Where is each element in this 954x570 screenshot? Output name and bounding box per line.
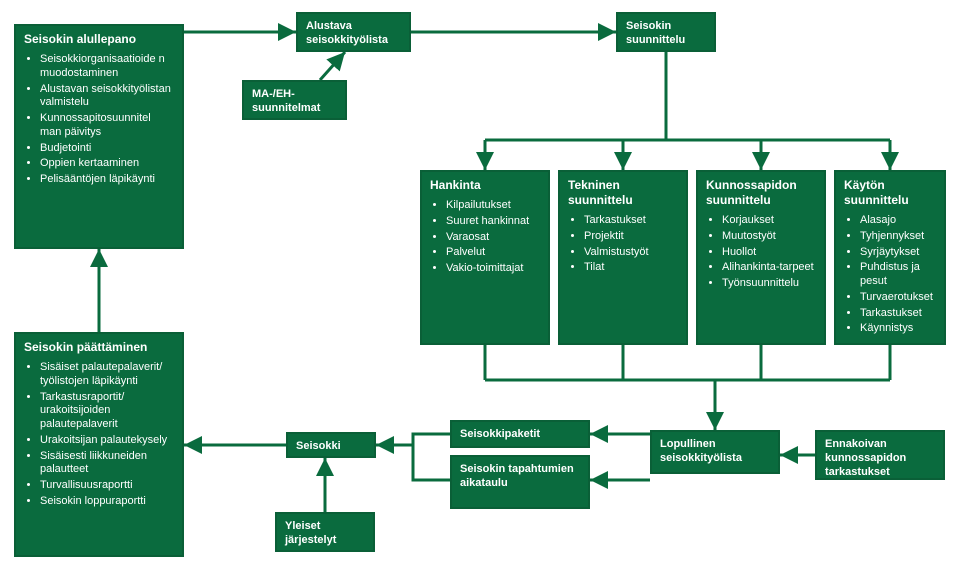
node-paattaminen: Seisokin päättäminen Sisäiset palautepala… — [14, 332, 184, 557]
edge-2 — [320, 52, 345, 80]
node-plan-title: Seisokin suunnittelu — [626, 20, 706, 48]
node-start-item: Alustavan seisokkityölistan valmistelu — [40, 83, 174, 111]
node-tekninen-items: Tarkastukset Projektit ValmistustyötTilat — [568, 214, 678, 275]
node-kunnossa-title: Kunnossapidon suunnittelu — [706, 178, 816, 208]
node-tarkastukset-title: Ennakoivan kunnossapidon tarkastukset — [825, 438, 935, 479]
node-kaytto-item: Turvaerotukset — [860, 291, 936, 305]
node-hankinta-item: Kilpailutukset — [446, 199, 540, 213]
node-tekninen-item: Projektit — [584, 230, 678, 244]
node-paattaminen-item: Turvallisuusraportti — [40, 479, 174, 493]
node-yleiset-title: Yleiset järjestelyt — [285, 520, 365, 548]
node-prelim-title: Alustava seisokkityölista — [306, 20, 401, 48]
node-kaytto-items: Alasajo Tyhjennykset SyrjäytyksetPuhdistus… — [844, 214, 936, 336]
edge-19 — [413, 445, 450, 480]
node-hankinta-item: Varaosat — [446, 231, 540, 245]
node-lopullinen-title: Lopullinen seisokkityölista — [660, 438, 770, 466]
node-paketit-title: Seisokkipaketit — [460, 428, 580, 442]
node-tekninen-title: Tekninen suunnittelu — [568, 178, 678, 208]
node-kaytto-item: Alasajo — [860, 214, 936, 228]
node-kunnossa-item: Alihankinta-tarpeet — [722, 261, 816, 275]
node-hankinta-title: Hankinta — [430, 178, 540, 193]
node-start-item: Budjetointi — [40, 142, 174, 156]
node-kunnossa-item: Työnsuunnittelu — [722, 277, 816, 291]
node-hankinta-items: Kilpailutukset Suuret hankinnat VaraosatPa… — [430, 199, 540, 276]
node-yleiset: Yleiset järjestelyt — [275, 512, 375, 552]
node-paattaminen-item: Sisäisesti liikkuneiden palautteet — [40, 450, 174, 478]
node-kaytto: Käytön suunnittelu Alasajo Tyhjennykset Syr… — [834, 170, 946, 345]
node-seisokki-title: Seisokki — [296, 440, 366, 454]
node-kaytto-item: Käynnistys — [860, 322, 936, 336]
node-start-items: Seisokkiorganisaatioide n muodostaminenA… — [24, 53, 174, 187]
node-hankinta-item: Vakio-toimittajat — [446, 262, 540, 276]
node-hankinta-item: Palvelut — [446, 246, 540, 260]
node-maeh-title: MA-/EH-suunnitelmat — [252, 88, 337, 116]
node-kunnossa-items: Korjaukset Muutostyöt HuollotAlihankinta-t… — [706, 214, 816, 291]
node-tekninen-item: Tarkastukset — [584, 214, 678, 228]
node-lopullinen: Lopullinen seisokkityölista — [650, 430, 780, 474]
node-start-item: Pelisääntöjen läpikäynti — [40, 173, 174, 187]
edge-18 — [376, 434, 450, 445]
node-kaytto-item: Syrjäytykset — [860, 246, 936, 260]
node-aikataulu: Seisokin tapahtumien aikataulu — [450, 455, 590, 509]
node-kunnossa-item: Korjaukset — [722, 214, 816, 228]
node-kaytto-item: Tyhjennykset — [860, 230, 936, 244]
node-paattaminen-items: Sisäiset palautepalaverit/ työlistojen l… — [24, 361, 174, 509]
node-hankinta-item: Suuret hankinnat — [446, 215, 540, 229]
node-plan: Seisokin suunnittelu — [616, 12, 716, 52]
node-kunnossa-item: Muutostyöt — [722, 230, 816, 244]
node-seisokki: Seisokki — [286, 432, 376, 458]
node-tekninen-item: Tilat — [584, 261, 678, 275]
node-start: Seisokin alullepano Seisokkiorganisaatioi… — [14, 24, 184, 249]
node-paattaminen-item: Sisäiset palautepalaverit/ työlistojen l… — [40, 361, 174, 389]
node-kaytto-title: Käytön suunnittelu — [844, 178, 936, 208]
node-start-item: Kunnossapitosuunnitel man päivitys — [40, 112, 174, 140]
node-prelim: Alustava seisokkityölista — [296, 12, 411, 52]
node-tarkastukset: Ennakoivan kunnossapidon tarkastukset — [815, 430, 945, 480]
node-kunnossa: Kunnossapidon suunnittelu Korjaukset Muuto… — [696, 170, 826, 345]
node-kaytto-item: Puhdistus ja pesut — [860, 261, 936, 289]
node-tekninen: Tekninen suunnittelu Tarkastukset Projekti… — [558, 170, 688, 345]
node-kunnossa-item: Huollot — [722, 246, 816, 260]
node-paketit: Seisokkipaketit — [450, 420, 590, 448]
node-start-item: Seisokkiorganisaatioide n muodostaminen — [40, 53, 174, 81]
node-maeh: MA-/EH-suunnitelmat — [242, 80, 347, 120]
node-start-title: Seisokin alullepano — [24, 32, 174, 47]
node-paattaminen-title: Seisokin päättäminen — [24, 340, 174, 355]
node-paattaminen-item: Seisokin loppuraportti — [40, 495, 174, 509]
node-hankinta: Hankinta Kilpailutukset Suuret hankinnat Va… — [420, 170, 550, 345]
node-start-item: Oppien kertaaminen — [40, 157, 174, 171]
node-paattaminen-item: Urakoitsijan palautekysely — [40, 434, 174, 448]
node-kaytto-item: Tarkastukset — [860, 307, 936, 321]
node-aikataulu-title: Seisokin tapahtumien aikataulu — [460, 463, 580, 491]
node-paattaminen-item: Tarkastusraportit/ urakoitsijoiden palau… — [40, 391, 174, 432]
node-tekninen-item: Valmistustyöt — [584, 246, 678, 260]
